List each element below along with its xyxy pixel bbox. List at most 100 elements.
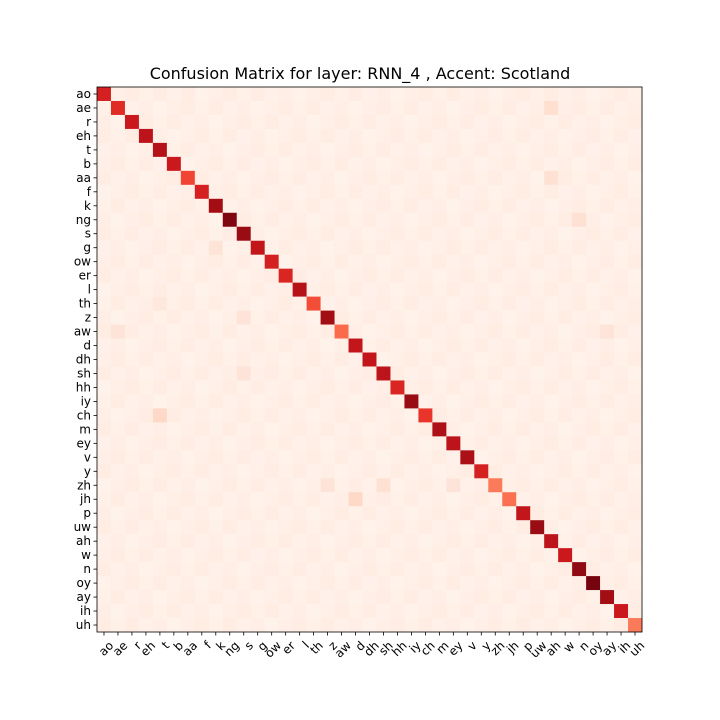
heatmap-cell-aa-k <box>208 170 224 186</box>
heatmap-cell-t-ah <box>544 142 559 158</box>
heatmap-cell-zh-aw <box>334 478 349 493</box>
heatmap-cell-f-iy <box>404 184 419 200</box>
heatmap-cell-g-eh <box>138 240 154 255</box>
heatmap-cell-ey-ow <box>264 436 279 451</box>
heatmap-cell-uh-uh <box>628 618 643 633</box>
heatmap-cell-er-ah <box>544 268 559 283</box>
heatmap-cell-er-k <box>208 268 224 283</box>
heatmap-cell-g-v <box>460 240 475 255</box>
heatmap-cell-uh-f <box>194 618 210 633</box>
heatmap-cell-eh-y <box>474 128 489 144</box>
heatmap-cell-p-ay <box>600 506 615 521</box>
heatmap-cell-ch-aw <box>334 408 349 423</box>
heatmap-cell-aw-eh <box>138 324 154 339</box>
heatmap-cell-ow-uw <box>530 254 545 269</box>
heatmap-cell-p-eh <box>138 506 154 521</box>
heatmap-cell-n-ay <box>600 562 615 577</box>
heatmap-cell-f-k <box>208 184 224 200</box>
heatmap-cell-k-l <box>292 198 307 214</box>
heatmap-cell-aa-m <box>432 170 447 186</box>
heatmap-cell-oy-s <box>236 576 252 591</box>
heatmap-cell-f-b <box>166 184 182 200</box>
heatmap-cell-uh-d <box>348 618 363 633</box>
heatmap-cell-t-ow <box>264 142 279 158</box>
heatmap-cell-p-aa <box>180 506 196 521</box>
heatmap-cell-m-ah <box>544 422 559 437</box>
heatmap-cell-oy-ae <box>110 576 126 591</box>
heatmap-cell-k-uw <box>530 198 545 214</box>
heatmap-cell-zh-y <box>474 478 489 493</box>
heatmap-cell-ao-ae <box>110 87 126 102</box>
heatmap-cell-y-ae <box>110 464 126 479</box>
x-tick-label-th: th <box>307 638 326 657</box>
heatmap-cell-ih-jh <box>502 604 517 619</box>
heatmap-cell-th-zh <box>488 296 503 311</box>
heatmap-cell-hh-ao <box>97 380 112 395</box>
heatmap-cell-ow-r <box>124 254 140 269</box>
x-tick-label-ae: ae <box>110 638 130 658</box>
heatmap-cell-d-v <box>460 338 475 353</box>
heatmap-cell-d-er <box>278 338 293 353</box>
heatmap-cell-uw-p <box>516 520 531 535</box>
heatmap-cell-ey-aw <box>334 436 349 451</box>
heatmap-cell-n-f <box>194 562 210 577</box>
heatmap-cell-aa-sh <box>376 170 391 186</box>
heatmap-cell-n-t <box>152 562 168 577</box>
heatmap-cell-ey-m <box>432 436 447 451</box>
heatmap-cell-k-ow <box>264 198 279 214</box>
heatmap-cell-w-s <box>236 548 252 563</box>
heatmap-cell-z-n <box>572 310 587 325</box>
heatmap-cell-s-r <box>124 226 140 242</box>
heatmap-cell-g-ng <box>222 240 238 255</box>
heatmap-cell-ch-k <box>208 408 224 423</box>
heatmap-cell-r-ah <box>544 114 559 130</box>
heatmap-cell-l-b <box>166 282 182 297</box>
heatmap-cell-ih-aw <box>334 604 349 619</box>
heatmap-cell-m-g <box>250 422 265 437</box>
heatmap-cell-eh-ey <box>446 128 461 144</box>
heatmap-cell-s-eh <box>138 226 154 242</box>
heatmap-cell-r-b <box>166 114 182 130</box>
heatmap-cell-ay-sh <box>376 590 391 605</box>
heatmap-cell-ae-p <box>516 100 531 116</box>
heatmap-cell-v-s <box>236 450 252 465</box>
heatmap-cell-hh-jh <box>502 380 517 395</box>
heatmap-cell-ey-w <box>558 436 573 451</box>
heatmap-cell-d-ay <box>600 338 615 353</box>
heatmap-cell-hh-n <box>572 380 587 395</box>
heatmap-cell-n-b <box>166 562 182 577</box>
heatmap-cell-ay-aa <box>180 590 196 605</box>
heatmap-cell-ch-ch <box>418 408 433 423</box>
heatmap-cell-ay-uh <box>628 590 643 605</box>
heatmap-cell-ih-zh <box>488 604 503 619</box>
heatmap-cell-p-zh <box>488 506 503 521</box>
heatmap-cell-n-aa <box>180 562 196 577</box>
heatmap-cell-th-k <box>208 296 224 311</box>
heatmap-cell-uw-y <box>474 520 489 535</box>
heatmap-cell-uw-eh <box>138 520 154 535</box>
heatmap-cell-jh-ay <box>600 492 615 507</box>
heatmap-cell-aw-uh <box>628 324 643 339</box>
heatmap-cell-v-w <box>558 450 573 465</box>
heatmap-cell-r-hh <box>390 114 405 130</box>
heatmap-cell-g-y <box>474 240 489 255</box>
heatmap-cell-dh-zh <box>488 352 503 367</box>
heatmap-cell-eh-z <box>320 128 335 144</box>
heatmap-cell-ae-z <box>320 100 335 116</box>
heatmap-cell-l-er <box>278 282 293 297</box>
heatmap-cell-uw-l <box>292 520 307 535</box>
heatmap-cell-d-s <box>236 338 252 353</box>
heatmap-cell-th-ao <box>97 296 112 311</box>
heatmap-cell-g-ey <box>446 240 461 255</box>
heatmap-cell-iy-jh <box>502 394 517 409</box>
heatmap-cell-g-ih <box>614 240 629 255</box>
heatmap-cell-l-y <box>474 282 489 297</box>
heatmap-cell-v-ay <box>600 450 615 465</box>
heatmap-cell-d-d <box>348 338 363 353</box>
heatmap-cell-ao-b <box>166 87 182 102</box>
heatmap-cell-ah-ih <box>614 534 629 549</box>
heatmap-cell-zh-oy <box>586 478 601 493</box>
heatmap-cell-er-zh <box>488 268 503 283</box>
heatmap-cell-l-ae <box>110 282 126 297</box>
y-tick-label-zh: zh <box>77 478 91 492</box>
